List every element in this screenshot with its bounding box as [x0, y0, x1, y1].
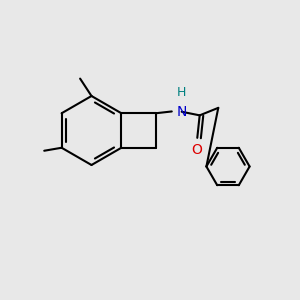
Text: H: H	[177, 86, 186, 100]
Text: O: O	[191, 143, 202, 157]
Text: N: N	[176, 105, 187, 119]
